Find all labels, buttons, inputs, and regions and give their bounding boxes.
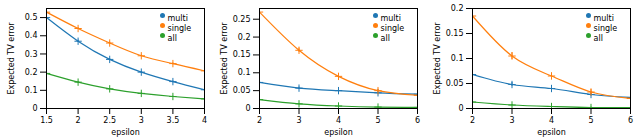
svg-text:0.1: 0.1 (238, 68, 251, 77)
svg-text:all: all (594, 34, 603, 43)
svg-text:2.5: 2.5 (103, 116, 116, 125)
svg-text:epsilon: epsilon (537, 128, 566, 137)
svg-text:0.15: 0.15 (233, 50, 251, 59)
svg-text:3: 3 (296, 116, 301, 125)
svg-text:multi: multi (168, 14, 188, 23)
svg-text:0: 0 (458, 104, 463, 113)
svg-text:single: single (168, 24, 192, 33)
svg-text:2: 2 (257, 116, 262, 125)
svg-text:0.1: 0.1 (451, 54, 464, 63)
svg-text:0.25: 0.25 (233, 15, 251, 24)
svg-text:0.2: 0.2 (25, 68, 38, 77)
svg-text:all: all (168, 34, 177, 43)
svg-text:Expected TV error: Expected TV error (220, 22, 229, 95)
svg-text:4: 4 (549, 116, 554, 125)
svg-text:5: 5 (588, 116, 593, 125)
svg-text:6: 6 (415, 116, 420, 125)
svg-text:multi: multi (594, 14, 614, 23)
svg-text:1.5: 1.5 (40, 116, 53, 125)
svg-text:3.5: 3.5 (167, 116, 180, 125)
svg-text:2: 2 (470, 116, 475, 125)
svg-text:0.05: 0.05 (446, 79, 464, 88)
svg-text:3: 3 (509, 116, 514, 125)
svg-text:all: all (381, 34, 390, 43)
svg-text:0: 0 (32, 104, 37, 113)
svg-text:0.2: 0.2 (451, 4, 464, 13)
svg-text:epsilon: epsilon (324, 128, 353, 137)
svg-text:0.3: 0.3 (25, 50, 38, 59)
svg-text:0: 0 (245, 104, 250, 113)
svg-text:0.1: 0.1 (25, 86, 38, 95)
svg-text:0.2: 0.2 (238, 33, 251, 42)
svg-text:Expected TV error: Expected TV error (7, 22, 16, 95)
svg-text:4: 4 (202, 116, 207, 125)
svg-text:Expected TV error: Expected TV error (433, 22, 442, 95)
svg-text:3: 3 (139, 116, 144, 125)
svg-text:epsilon: epsilon (111, 128, 140, 137)
svg-text:6: 6 (628, 116, 633, 125)
svg-text:0.4: 0.4 (25, 31, 38, 40)
svg-text:single: single (381, 24, 405, 33)
svg-text:0.15: 0.15 (446, 29, 464, 38)
svg-text:multi: multi (381, 14, 401, 23)
svg-text:2: 2 (76, 116, 81, 125)
svg-text:4: 4 (336, 116, 341, 125)
svg-text:0.5: 0.5 (25, 13, 38, 22)
svg-text:5: 5 (375, 116, 380, 125)
svg-text:single: single (594, 24, 618, 33)
svg-text:0.05: 0.05 (233, 86, 251, 95)
